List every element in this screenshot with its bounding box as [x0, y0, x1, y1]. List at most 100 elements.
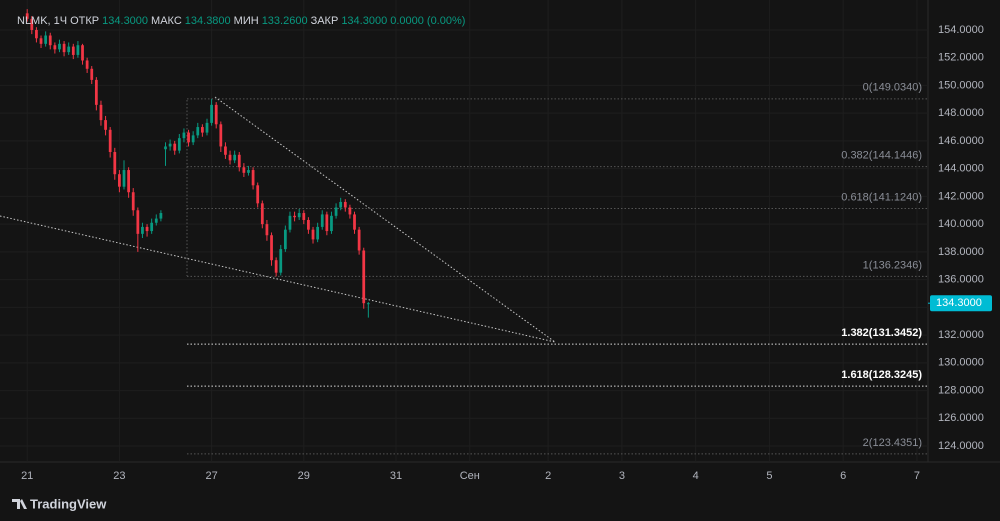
y-tick-label: 136.0000: [938, 274, 984, 286]
y-tick-label: 150.0000: [938, 79, 984, 91]
candle-body: [297, 213, 301, 218]
drawings: 0(149.0340) 0.382(144.1446) 0.618(141.1240…: [0, 82, 928, 455]
axes: 124.0000 126.0000 128.0000 130.0000 132.0000…: [21, 24, 992, 482]
candle-body: [330, 215, 333, 232]
candle-body: [320, 214, 324, 227]
candle-body: [58, 43, 61, 50]
candle-body: [85, 60, 89, 69]
y-tick-label: 152.0000: [938, 52, 984, 64]
candle-body: [343, 201, 347, 208]
candle-body: [237, 154, 241, 168]
y-tick-label: 142.0000: [938, 190, 984, 202]
fib-label: 1.382(131.3452): [841, 327, 922, 339]
candle-body: [30, 18, 34, 30]
x-tick-label: 4: [693, 470, 699, 482]
candle-body: [191, 135, 195, 143]
y-tick-label: 140.0000: [938, 218, 984, 230]
candle-body: [141, 226, 144, 234]
header-text: МАКС: [151, 15, 182, 27]
candle-body: [182, 132, 186, 139]
header-text: 134.3000: [341, 15, 387, 27]
logo: TradingView: [12, 496, 107, 511]
y-tick-label: 138.0000: [938, 246, 984, 258]
candle-body: [122, 170, 126, 187]
candle-body: [136, 210, 140, 234]
grid: [0, 0, 928, 462]
candle-body: [348, 207, 352, 215]
header-text: МИН: [234, 15, 259, 27]
candle-body: [270, 235, 273, 261]
x-tick-label: Сен: [460, 470, 480, 482]
x-tick-label: 6: [840, 470, 846, 482]
header-text: ЗАКР: [311, 15, 339, 27]
candle-body: [242, 167, 246, 173]
candle-body: [260, 203, 264, 225]
header-text: 0.0000 (0.00%): [390, 15, 465, 27]
x-tick-label: 29: [298, 470, 310, 482]
fib-label: 1(136.2346): [863, 259, 922, 271]
fib-label: 0(149.0340): [863, 82, 922, 94]
y-tick-label: 128.0000: [938, 384, 984, 396]
x-tick-label: 23: [113, 470, 125, 482]
candle-body: [307, 219, 310, 230]
x-tick-label: 5: [766, 470, 772, 482]
x-tick-label: 2: [545, 470, 551, 482]
fib-label: 2(123.4351): [863, 437, 922, 449]
header-text: 134.3800: [185, 15, 231, 27]
fib-label: 0.382(144.1446): [841, 150, 922, 162]
candle-body: [76, 45, 80, 55]
candle-body: [173, 143, 177, 151]
candle-body: [214, 104, 218, 125]
candle-body: [90, 68, 94, 80]
candle-body: [99, 104, 103, 121]
header-text: 133.2600: [262, 15, 308, 27]
candle-body: [127, 170, 131, 193]
candle-body: [200, 127, 204, 133]
candle-body: [205, 122, 209, 133]
candle-body: [274, 260, 278, 273]
candle-body: [302, 213, 306, 220]
candle-body: [67, 46, 71, 53]
candle-body: [228, 154, 232, 161]
candles: [25, 9, 370, 318]
candle-body: [357, 229, 361, 251]
candle-body: [131, 192, 135, 211]
candle-body: [39, 38, 43, 44]
y-tick-label: 132.0000: [938, 329, 984, 341]
y-tick-label: 130.0000: [938, 357, 984, 369]
x-tick-label: 3: [619, 470, 625, 482]
candle-body: [25, 13, 29, 19]
candle-body: [366, 303, 370, 305]
header-text: ОТКР: [70, 15, 99, 27]
candle-body: [150, 222, 154, 232]
header-text: 134.3000: [102, 15, 148, 27]
y-tick-label: 154.0000: [938, 24, 984, 36]
candle-body: [316, 226, 320, 240]
candle-body: [311, 229, 315, 240]
last-price-label: 134.3000: [936, 297, 982, 309]
candle-body: [48, 35, 52, 46]
x-tick-label: 31: [390, 470, 402, 482]
candle-body: [196, 127, 200, 136]
fib-label: 1.618(128.3245): [841, 369, 922, 381]
candle-body: [233, 154, 237, 161]
candle-body: [224, 146, 227, 155]
candle-body: [293, 215, 296, 218]
candle-body: [145, 226, 149, 232]
candle-body: [210, 104, 213, 123]
fib-label: 0.618(141.1240): [841, 191, 922, 203]
y-tick-label: 124.0000: [938, 440, 984, 452]
candle-body: [177, 138, 181, 151]
candle-body: [94, 79, 98, 105]
candle-body: [53, 45, 57, 50]
candle-body: [339, 201, 343, 208]
candle-body: [265, 224, 269, 236]
candle-body: [113, 152, 117, 175]
candle-body: [353, 214, 356, 230]
candle-body: [159, 213, 163, 219]
candle-body: [104, 120, 107, 130]
candle-body: [251, 170, 255, 186]
x-tick-label: 27: [205, 470, 217, 482]
candle-body: [325, 214, 329, 232]
candle-body: [118, 174, 121, 187]
